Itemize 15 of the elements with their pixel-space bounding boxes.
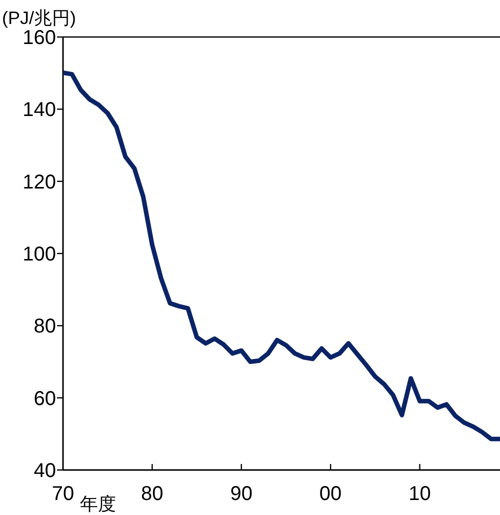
- x-axis-title: 年度: [80, 494, 116, 514]
- y-tick-label: 140: [22, 99, 56, 122]
- y-tick-label: 100: [22, 244, 56, 266]
- x-tick-label: 00: [319, 483, 342, 505]
- y-tick-label: 60: [34, 388, 56, 410]
- y-tick-label: 40: [34, 460, 56, 482]
- x-tick-label: 80: [141, 483, 164, 505]
- y-axis-title: (PJ/兆円): [2, 8, 76, 28]
- x-tick-label: 70: [52, 483, 74, 505]
- y-tick-label: 160: [22, 27, 56, 49]
- x-tick-label: 90: [230, 483, 252, 505]
- line-series: [63, 70, 500, 442]
- x-tick-label: 10: [408, 483, 431, 505]
- y-tick-label: 80: [34, 316, 56, 338]
- y-tick-label: 120: [22, 171, 56, 194]
